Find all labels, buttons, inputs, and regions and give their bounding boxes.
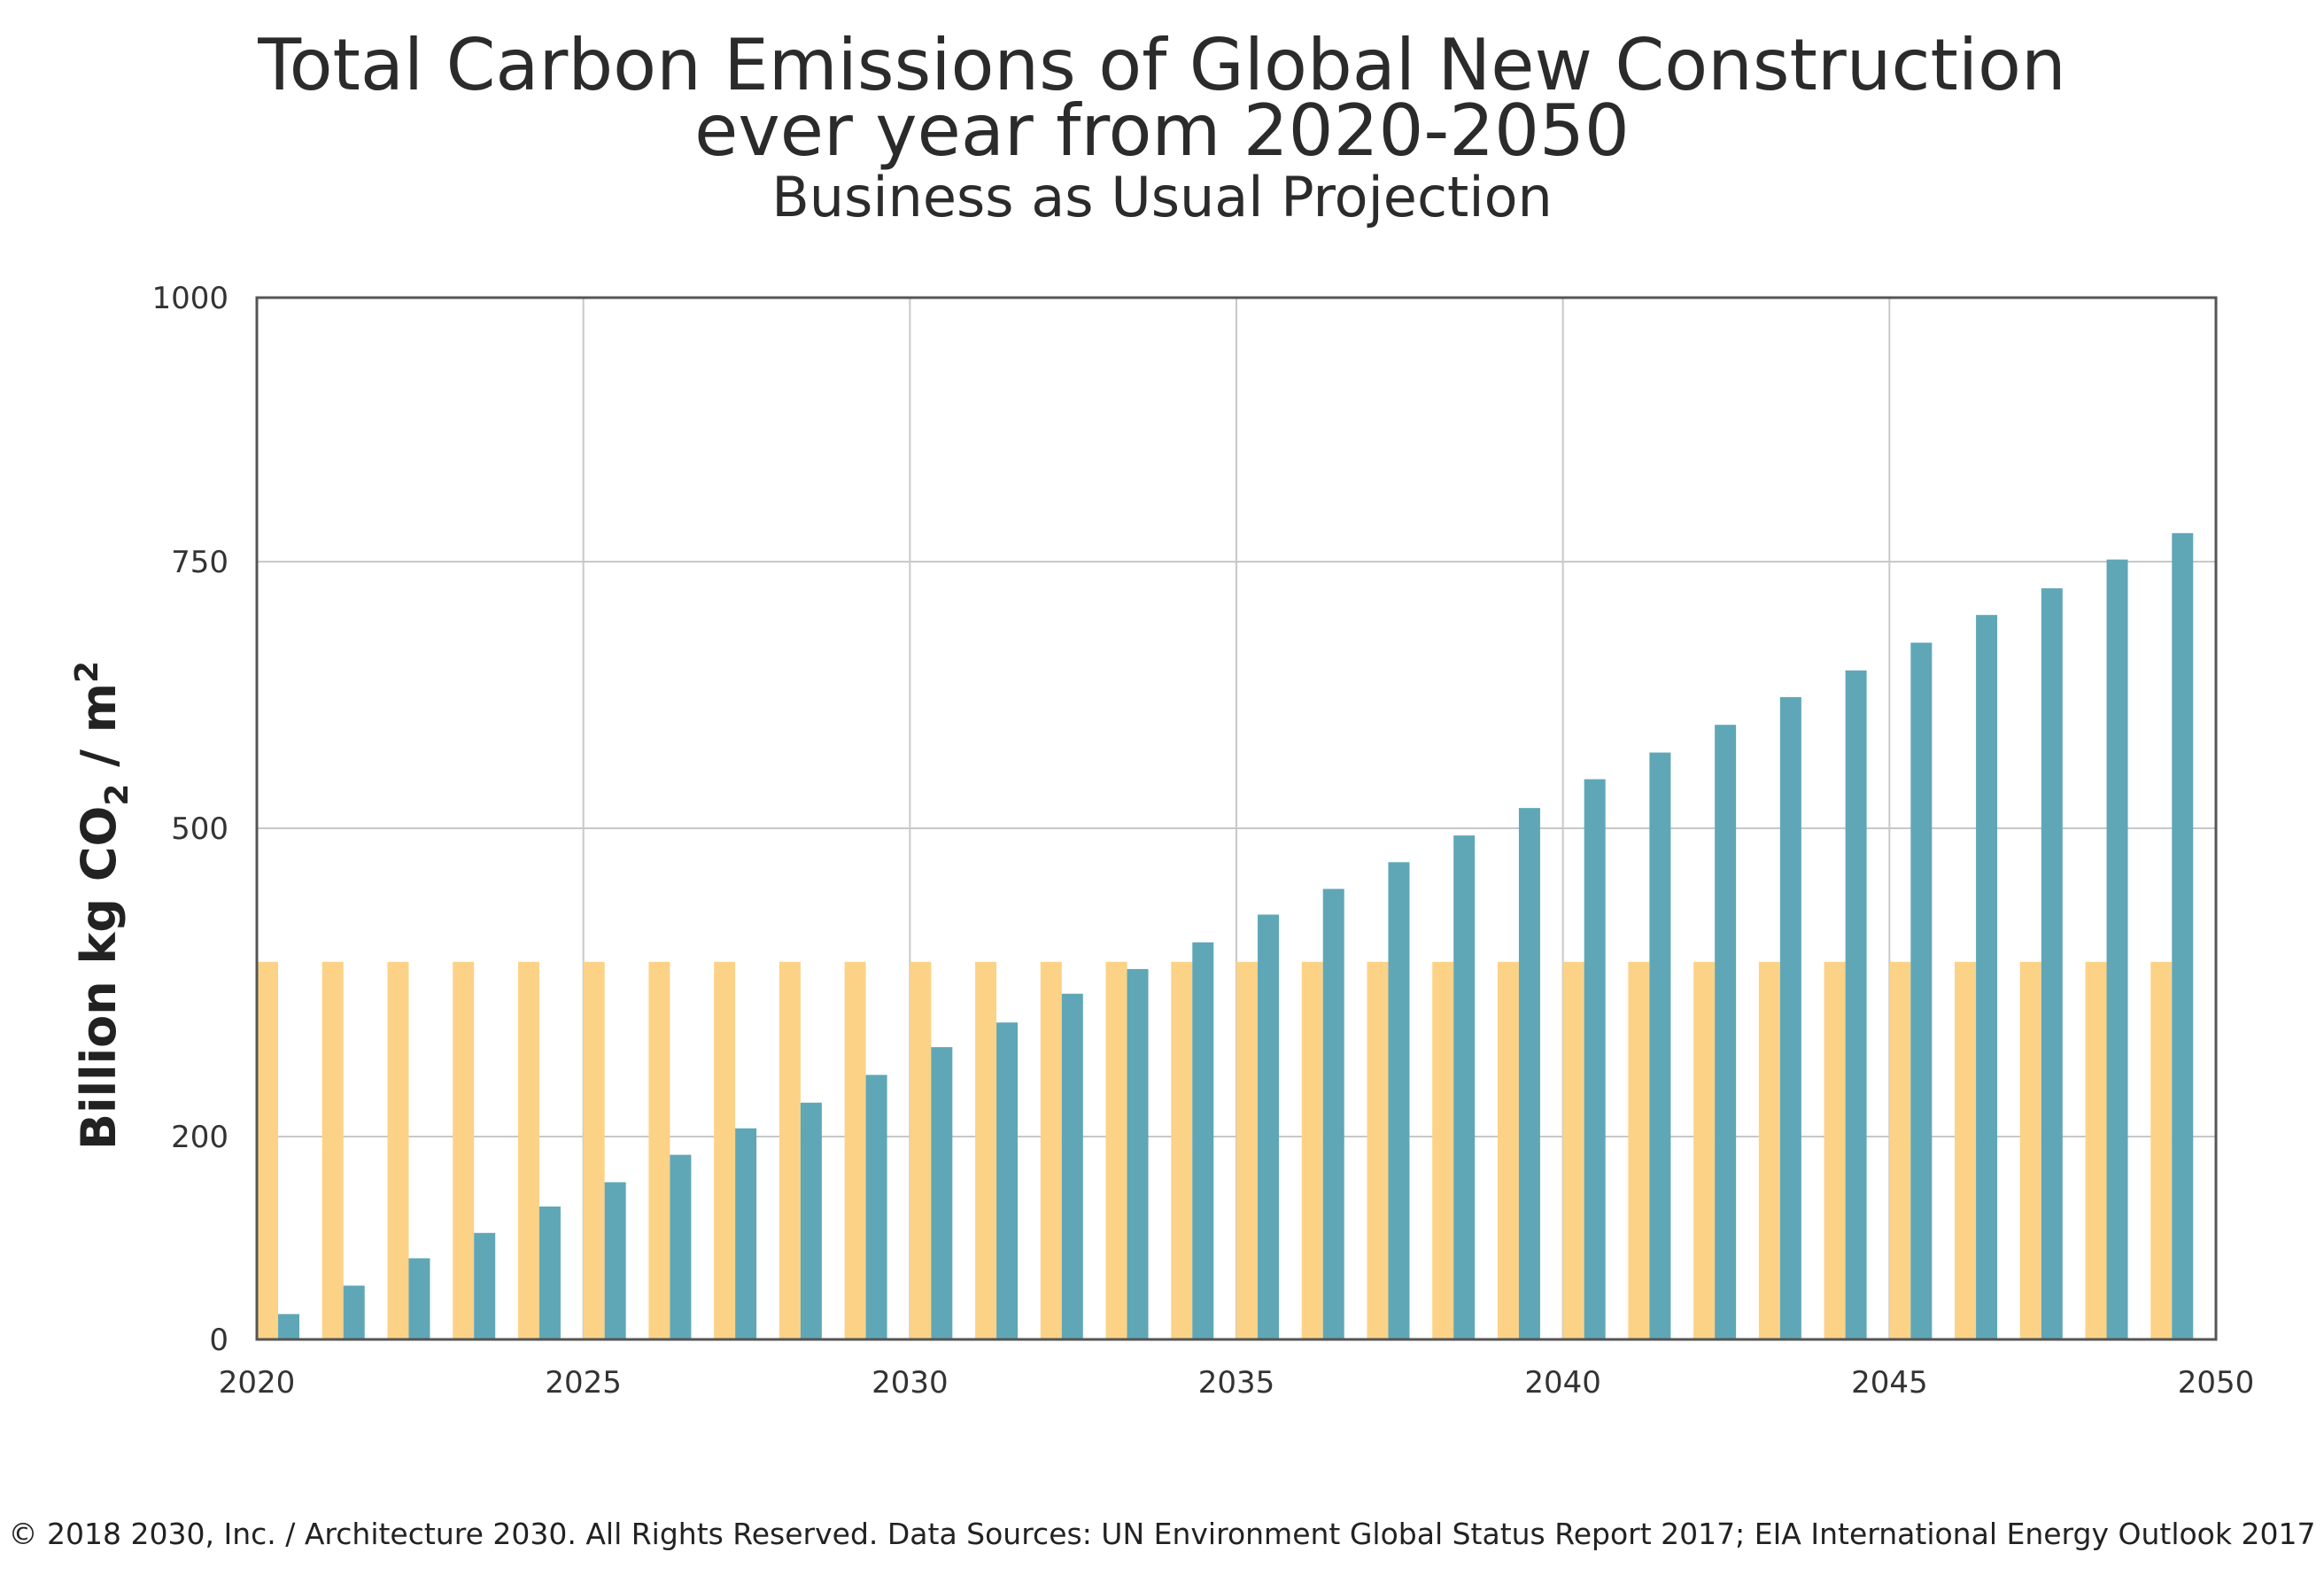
chart-title-line2: ever year from 2020-2050 <box>694 89 1630 172</box>
bar-series-a <box>2150 961 2173 1339</box>
bar-series-a <box>1432 961 1454 1339</box>
y-tick-label: 750 <box>171 545 229 580</box>
plot-frame <box>255 296 2218 1341</box>
bar-series-a <box>910 961 932 1339</box>
bar-series-a <box>321 961 344 1339</box>
y-tick-label: 200 <box>171 1120 229 1155</box>
y-tick-label: 500 <box>171 811 229 847</box>
bar-series-a <box>648 961 670 1339</box>
bar-series-a <box>1955 961 1977 1339</box>
bar-series-b <box>1976 615 1998 1339</box>
bar-series-b <box>1258 914 1279 1339</box>
bar-series-b <box>931 1047 953 1339</box>
bar-series-b <box>1715 725 1737 1339</box>
x-tick-label: 2020 <box>219 1365 296 1401</box>
bar-series-a <box>975 961 997 1339</box>
bar-series-a <box>517 961 539 1339</box>
bar-series-b <box>1584 779 1606 1339</box>
y-axis-ticks: 0 200 500 750 1000 <box>151 281 229 1358</box>
chart-title: Total Carbon Emissions of Global New Con… <box>258 24 2066 106</box>
bar-series-b <box>1845 670 1867 1339</box>
bar-series-b <box>2172 532 2194 1339</box>
x-tick-label: 2045 <box>1851 1365 1928 1401</box>
y-axis-label: Billion kg CO2 / m2 <box>69 661 136 1150</box>
bar-series-a <box>779 961 801 1339</box>
x-tick-label: 2030 <box>872 1365 949 1401</box>
bar-series-a <box>583 961 605 1339</box>
bar-series-a <box>2019 961 2041 1339</box>
bar-series-b <box>670 1154 692 1339</box>
y-axis-label-subscript: 2 <box>99 784 136 806</box>
bar-series-a <box>714 961 736 1339</box>
chart-subtitle: Business as Usual Projection <box>771 165 1553 229</box>
bar-series-a <box>1367 961 1389 1339</box>
copyright-footer: © 2018 2030, Inc. / Architecture 2030. A… <box>8 1517 2316 1551</box>
bars <box>257 532 2194 1339</box>
bar-series-a <box>1040 961 1062 1339</box>
bar-series-a <box>1758 961 1780 1339</box>
bar-series-a <box>387 961 409 1339</box>
bar-series-b <box>1649 752 1671 1339</box>
bar-series-b <box>1518 808 1540 1339</box>
bar-series-b <box>278 1314 299 1339</box>
bar-series-b <box>1061 993 1083 1339</box>
bar-series-a <box>1693 961 1716 1339</box>
bar-series-b <box>735 1128 757 1339</box>
bar-series-b <box>2041 588 2063 1339</box>
bar-series-a <box>1105 961 1127 1339</box>
bar-series-a <box>2085 961 2107 1339</box>
bar-series-a <box>1628 961 1650 1339</box>
bar-series-b <box>1453 835 1476 1339</box>
x-tick-label: 2035 <box>1198 1365 1275 1401</box>
bar-series-b <box>800 1102 822 1339</box>
bar-series-a <box>1889 961 1911 1339</box>
bar-series-a <box>1562 961 1584 1339</box>
bar-series-a <box>257 961 278 1339</box>
bar-series-b <box>1192 942 1214 1339</box>
bar-series-b <box>343 1285 365 1339</box>
bar-series-b <box>474 1232 496 1339</box>
y-axis-label-main: Billion kg CO <box>71 806 127 1150</box>
bar-series-b <box>1127 968 1149 1339</box>
bar-series-b <box>996 1022 1019 1339</box>
bar-series-b <box>604 1182 626 1339</box>
bar-series-a <box>1236 961 1258 1339</box>
bar-series-b <box>538 1207 561 1339</box>
bar-series-a <box>844 961 866 1339</box>
bar-series-b <box>1388 862 1410 1339</box>
bar-series-b <box>1910 642 1933 1339</box>
y-tick-label: 0 <box>209 1323 229 1358</box>
y-tick-label: 1000 <box>151 281 229 316</box>
x-tick-label: 2040 <box>1524 1365 1601 1401</box>
x-tick-label: 2050 <box>2178 1365 2255 1401</box>
bar-series-a <box>1824 961 1846 1339</box>
bar-series-a <box>1171 961 1193 1339</box>
x-axis-ticks: 2020 2025 2030 2035 2040 2045 2050 <box>219 1365 2255 1401</box>
bar-series-b <box>2106 559 2128 1339</box>
bar-series-a <box>1301 961 1323 1339</box>
bar-series-b <box>1779 696 1801 1339</box>
y-axis-label-tail: / m <box>71 683 127 784</box>
bar-series-b <box>408 1258 430 1339</box>
y-axis-label-superscript: 2 <box>69 661 105 683</box>
x-tick-label: 2025 <box>545 1365 622 1401</box>
bar-series-b <box>865 1075 887 1339</box>
bar-series-b <box>1322 889 1344 1339</box>
bar-series-a <box>1497 961 1519 1339</box>
bar-series-a <box>453 961 475 1339</box>
